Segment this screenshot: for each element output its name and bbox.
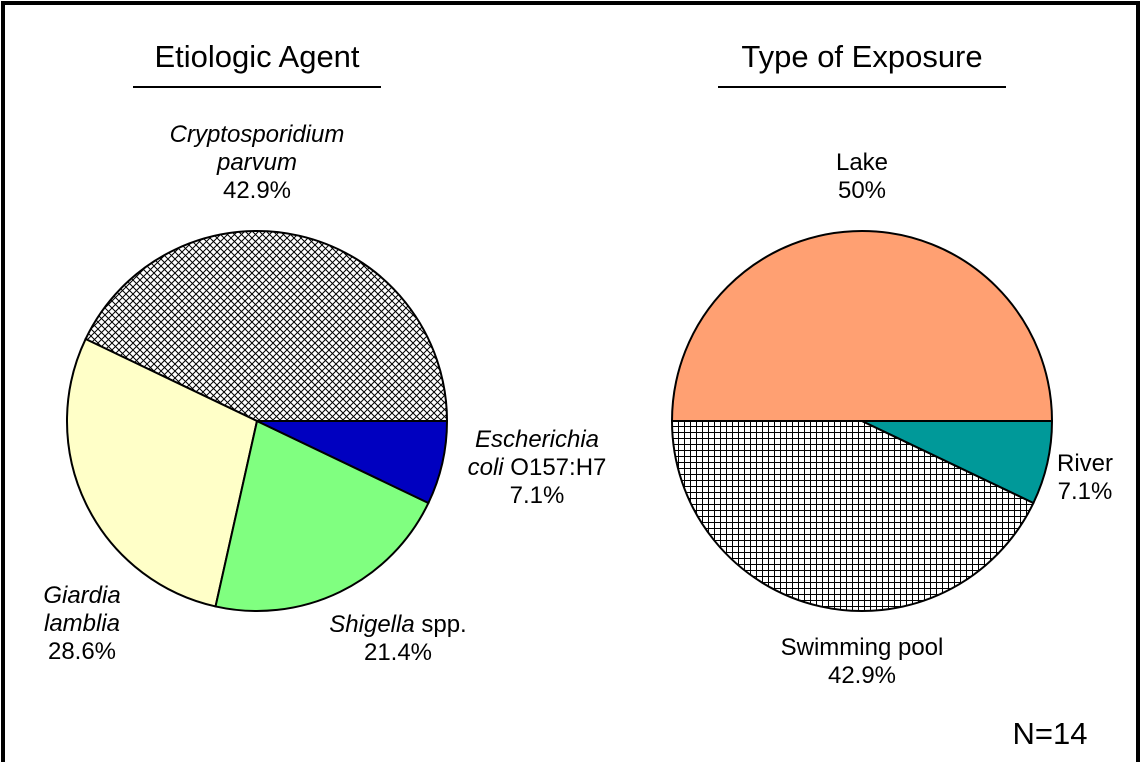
pie-slice (66, 337, 259, 608)
slice-label: Giardia (43, 582, 120, 609)
slice-label: River (1057, 450, 1113, 477)
value-label: 42.9% (223, 177, 291, 204)
label-run: spp. (415, 611, 467, 638)
label-run: Lake (836, 149, 888, 176)
label-run: Giardia (43, 582, 120, 609)
slice-label: Swimming pool (781, 634, 944, 661)
label-run: Shigella (329, 611, 414, 638)
value-label: 21.4% (364, 639, 432, 666)
value-label: 7.1% (1058, 478, 1113, 505)
value-label: 50% (838, 177, 886, 204)
label-run: Cryptosporidium (170, 121, 345, 148)
label-run: coli (468, 454, 505, 481)
slice-label: coli O157:H7 (468, 454, 607, 481)
value-label: 28.6% (48, 638, 116, 665)
label-run: Escherichia (475, 426, 599, 453)
slice-label: Cryptosporidium (170, 121, 345, 148)
slice-label: Escherichia (475, 426, 599, 453)
pie-slice (670, 420, 1035, 612)
pie-slice (670, 230, 1054, 422)
label-run: Swimming pool (781, 634, 944, 661)
label-run: parvum (216, 149, 297, 176)
chart-title: Etiologic Agent (154, 39, 359, 74)
label-run: lamblia (44, 610, 120, 637)
label-run: River (1057, 450, 1113, 477)
pie-slice (861, 420, 1054, 505)
label-run: O157:H7 (504, 454, 607, 481)
value-label: 42.9% (828, 662, 896, 689)
annotation: N=14 (1013, 716, 1088, 751)
slice-label: Shigella spp. (329, 611, 466, 638)
pie-slice (256, 420, 449, 505)
slice-label: lamblia (44, 610, 120, 637)
chart-title: Type of Exposure (741, 39, 982, 74)
pie-slice (214, 419, 430, 612)
pie-slice (84, 230, 449, 422)
slice-label: Lake (836, 149, 888, 176)
slice-label: parvum (216, 149, 297, 176)
value-label: 7.1% (510, 482, 565, 509)
